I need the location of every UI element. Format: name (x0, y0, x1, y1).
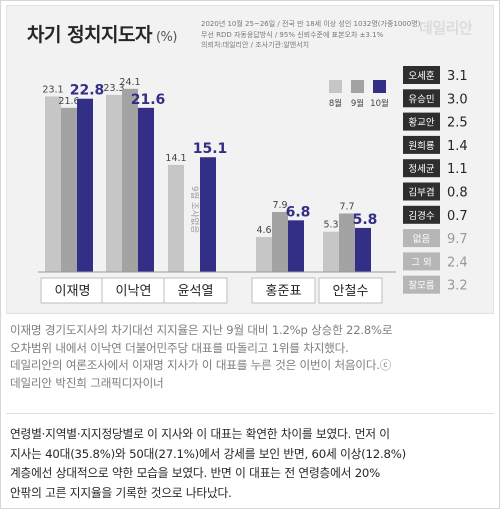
side-list-value: 2.5 (447, 116, 468, 131)
survey-meta-line: 의뢰처:데일리안 / 조사기관:알앤서치 (201, 41, 310, 49)
category-label: 홍준표 (266, 284, 302, 299)
side-list-name: 정세균 (408, 164, 434, 175)
side-list-box (403, 112, 440, 131)
survey-meta: 2020년 10월 25~26일 / 전국 만 18세 이상 성인 1032명(… (201, 19, 421, 51)
data-label: 23.1 (42, 84, 63, 95)
side-list-box (403, 205, 440, 224)
image-caption: 이재명 경기도지사의 차기대선 지지율은 지난 9월 대비 1.2%p 상승한 … (10, 322, 494, 392)
legend-swatch (373, 80, 386, 93)
category-label-box (40, 277, 105, 304)
category-label: 이낙연 (116, 284, 152, 299)
bar-10월 (200, 157, 216, 272)
data-label: 23.3 (103, 83, 124, 94)
chart-title-text: 차기 정치지도자 (27, 24, 152, 46)
side-list-value: 0.7 (447, 209, 468, 224)
chart-unit: (%) (155, 30, 178, 45)
legend-label: 9월 (351, 98, 364, 109)
category-label-box (101, 277, 166, 304)
side-list-box (403, 182, 440, 201)
bar-10월 (355, 227, 371, 272)
bar-10월 (288, 220, 304, 272)
data-label: 24.1 (119, 77, 140, 88)
bar-8월 (256, 237, 272, 272)
category-label-box (251, 277, 316, 304)
side-list-name: 김부겸 (408, 187, 434, 199)
survey-meta-line: 무선 RDD 자동응답방식 / 95% 신뢰수준에 표본오차 ±3.1% (201, 30, 384, 39)
bar-9월 (339, 213, 355, 272)
data-label: 14.1 (165, 153, 186, 164)
article-body: 연령별·지역별·지지정당별로 이 지사와 이 대표는 확연한 차이를 보였다. … (10, 425, 492, 503)
annotation-no-survey: 9월 조사없음 (189, 186, 200, 233)
publisher-logo: 데일리안 (419, 19, 473, 37)
body-line: 연령별·지역별·지지정당별로 이 지사와 이 대표는 확연한 차이를 보였다. … (10, 427, 390, 441)
survey-meta-line: 2020년 10월 25~26일 / 전국 만 18세 이상 성인 1032명(… (201, 20, 421, 28)
caption-line: 이재명 경기도지사의 차기대선 지지율은 지난 9월 대비 1.2%p 상승한 … (10, 323, 393, 337)
data-label: 6.8 (286, 204, 311, 220)
side-list-name: 없음 (413, 233, 431, 245)
bar-8월 (323, 231, 339, 272)
side-list-name: 김경수 (408, 210, 434, 222)
body-line: 안팎의 고른 지지율을 기록한 것으로 나타났다. (10, 485, 232, 500)
data-label: 7.7 (339, 201, 354, 212)
legend-label: 8월 (329, 98, 342, 109)
side-list-value: 3.0 (447, 92, 468, 107)
category-label-box (163, 277, 228, 304)
side-list-box (403, 159, 440, 178)
category-label: 이재명 (55, 284, 91, 299)
side-list-box (403, 252, 440, 271)
legend-swatch (329, 80, 342, 93)
body-line: 계층에선 상대적으로 약한 모습을 보였다. 반면 이 대표는 전 연령층에서 … (10, 466, 381, 480)
bar-10월 (77, 98, 93, 272)
data-label: 21.6 (131, 92, 166, 108)
chart-svg: 이재명23.121.622.8이낙연23.324.121.6윤석열14.115.… (38, 66, 468, 304)
category-label-box (318, 277, 383, 304)
side-list-value: 1.4 (447, 139, 468, 154)
data-label: 4.6 (256, 225, 271, 236)
side-list-value: 2.4 (447, 255, 468, 270)
caption-line: 데일리안의 여론조사에서 이재명 지사가 이 대표를 누른 것은 이번이 처음이… (10, 358, 392, 373)
legend-label: 10월 (370, 98, 389, 109)
side-list-value: 9.7 (447, 232, 468, 247)
side-list-box (403, 275, 440, 294)
bar-8월 (45, 96, 61, 272)
legend-swatch (351, 80, 364, 93)
side-list-name: 유승민 (408, 94, 434, 105)
data-label: 5.8 (353, 212, 378, 228)
side-list-name: 그 외 (411, 256, 432, 268)
data-label: 7.9 (272, 200, 287, 211)
side-list-value: 3.1 (447, 69, 468, 84)
data-label: 22.8 (70, 83, 105, 99)
side-list-box (403, 89, 440, 108)
category-label: 안철수 (333, 284, 369, 299)
side-list-name: 황교안 (408, 118, 434, 129)
side-list-value: 0.8 (447, 186, 468, 201)
bar-9월 (61, 107, 77, 272)
side-list-box (403, 135, 440, 154)
divider (6, 413, 494, 414)
bar-8월 (168, 164, 184, 272)
bar-9월 (122, 88, 138, 272)
category-label: 윤석열 (178, 284, 214, 299)
side-list-box (403, 66, 440, 84)
caption-line: 데일리안 박진희 그래픽디자이너 (10, 375, 164, 390)
side-list-value: 1.1 (447, 162, 468, 177)
data-label: 15.1 (193, 141, 228, 157)
side-list-box (403, 229, 440, 248)
bar-9월 (272, 211, 288, 272)
bar-10월 (138, 107, 154, 272)
data-label: 5.3 (323, 220, 338, 231)
side-list-value: 3.2 (447, 279, 468, 294)
body-line: 지사는 40대(35.8%)와 50대(27.1%)에서 강세를 보인 반면, … (10, 446, 407, 461)
data-label: 21.6 (58, 96, 79, 107)
side-list-name: 오세훈 (408, 70, 434, 82)
caption-line: 오차범위 내에서 이낙연 더불어민주당 대표를 따돌리고 1위를 차지했다. (10, 340, 349, 355)
side-list-name: 잘모름 (408, 280, 434, 292)
chart-title: 차기 정치지도자 (%) (27, 20, 177, 47)
bar-8월 (106, 94, 122, 272)
side-list-name: 원희룡 (408, 141, 434, 152)
